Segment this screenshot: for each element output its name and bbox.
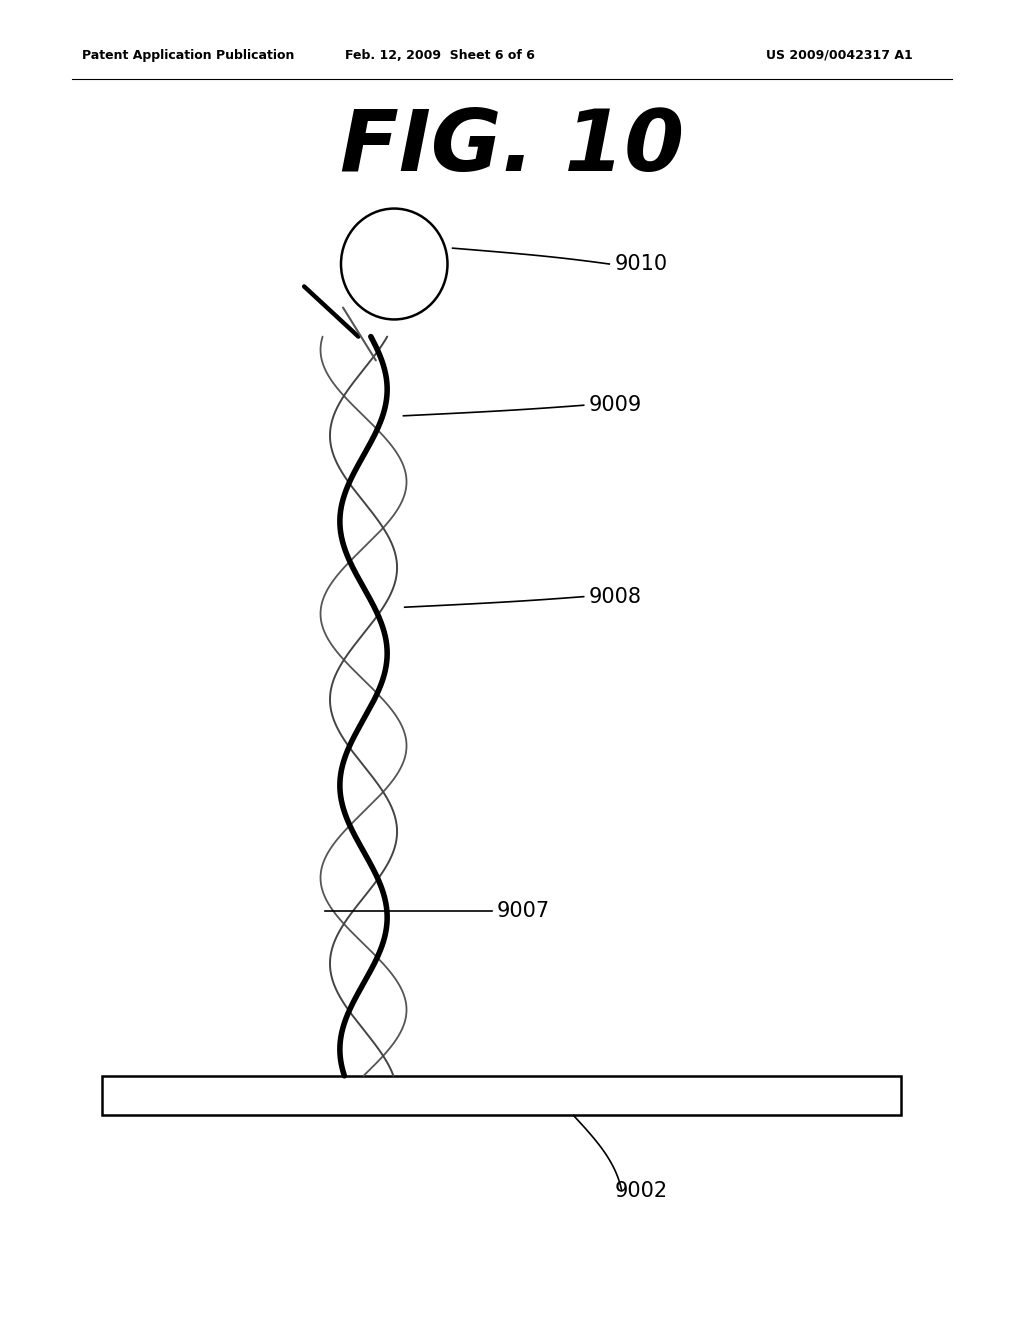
Ellipse shape — [341, 209, 447, 319]
Text: 9007: 9007 — [497, 900, 550, 921]
Text: 9009: 9009 — [589, 395, 642, 416]
Text: FIG. 10: FIG. 10 — [340, 107, 684, 189]
Text: Feb. 12, 2009  Sheet 6 of 6: Feb. 12, 2009 Sheet 6 of 6 — [345, 49, 536, 62]
Bar — [102, 1076, 901, 1115]
Text: 9002: 9002 — [614, 1180, 668, 1201]
Text: Patent Application Publication: Patent Application Publication — [82, 49, 294, 62]
Text: 9008: 9008 — [589, 586, 642, 607]
Text: US 2009/0042317 A1: US 2009/0042317 A1 — [766, 49, 913, 62]
Text: 9010: 9010 — [614, 253, 668, 275]
